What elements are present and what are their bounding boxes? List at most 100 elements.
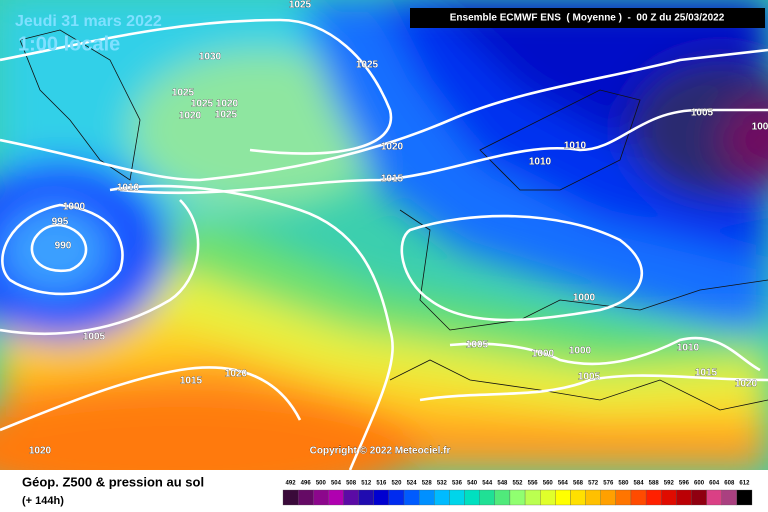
isobar-label: 1025	[289, 0, 312, 11]
scale-swatch	[449, 489, 465, 506]
scale-swatch	[373, 489, 390, 506]
isobar-label: 995	[52, 217, 69, 228]
scale-swatch	[736, 489, 753, 506]
scale-label: 520	[391, 481, 402, 487]
isobar-label: 1020	[381, 142, 404, 153]
isobar-label: 1000	[573, 293, 596, 304]
scale-label: 600	[694, 481, 705, 487]
scale-swatch	[555, 489, 571, 506]
coastlines	[19, 29, 768, 411]
scale-swatch	[585, 489, 601, 506]
isobar-label: 1000	[63, 202, 86, 213]
scale-swatch	[691, 489, 707, 506]
copyright: Copyright © 2022 Meteociel.fr	[310, 446, 451, 457]
footer-title: Géop. Z500 & pression au sol	[22, 474, 204, 489]
scale-swatch	[524, 489, 541, 506]
scale-swatch	[464, 489, 480, 506]
isobar-label: 1010	[117, 183, 140, 194]
scale-swatch	[706, 489, 722, 506]
scale-label: 524	[407, 481, 418, 487]
isobar-label: 990	[55, 241, 72, 252]
isobar-label: 1020	[735, 379, 758, 390]
isobar-label: 1010	[564, 141, 587, 152]
scale-label: 588	[649, 481, 660, 487]
local-time: 1:00 locale	[18, 33, 120, 55]
isobar-label: 100	[752, 122, 768, 133]
scale-label: 548	[497, 481, 508, 487]
isobar-label: 1020	[216, 99, 239, 110]
isobar-label: 1025	[191, 99, 214, 110]
scale-label: 496	[301, 481, 312, 487]
scale-label: 492	[286, 481, 297, 487]
scale-label: 516	[376, 481, 387, 487]
scale-swatch	[570, 489, 586, 506]
scale-label: 504	[331, 481, 342, 487]
scale-label: 556	[528, 481, 539, 487]
scale-label: 608	[724, 481, 735, 487]
scale-swatch	[540, 489, 556, 506]
scale-swatch	[328, 489, 344, 506]
isobar-label: 1005	[83, 332, 106, 343]
isobar-label: 1025	[172, 88, 195, 99]
scale-label: 540	[467, 481, 478, 487]
scale-swatch	[494, 489, 511, 506]
isobar-label: 1015	[381, 174, 404, 185]
scale-swatch	[434, 489, 450, 506]
scale-label: 572	[588, 481, 599, 487]
scale-swatch	[358, 489, 374, 506]
scale-label: 564	[558, 481, 569, 487]
scale-label: 604	[709, 481, 720, 487]
model-info: Ensemble ECMWF ENS ( Moyenne ) - 00 Z du…	[450, 13, 725, 24]
scale-swatch	[661, 489, 677, 506]
scale-swatch	[419, 489, 435, 506]
scale-swatch	[343, 489, 359, 506]
scale-swatch	[645, 489, 662, 506]
scale-swatch	[403, 489, 420, 506]
scale-label: 560	[543, 481, 554, 487]
isobars	[0, 18, 768, 470]
scale-label: 500	[316, 481, 327, 487]
scale-swatch	[388, 489, 405, 506]
scale-label: 580	[618, 481, 629, 487]
isobar-label: 1010	[529, 157, 552, 168]
isobar-label: 1005	[466, 340, 489, 351]
scale-swatch	[630, 489, 647, 506]
isobar-label: 1015	[180, 376, 203, 387]
scale-label: 528	[422, 481, 433, 487]
isobar-label: 1020	[179, 111, 202, 122]
scale-label: 576	[603, 481, 614, 487]
scale-label: 508	[346, 481, 357, 487]
scale-label: 544	[482, 481, 493, 487]
isobar-label: 1025	[356, 60, 379, 71]
isobar-label: 1000	[569, 346, 592, 357]
isobar-label: 1010	[677, 343, 700, 354]
scale-label: 552	[512, 481, 523, 487]
isobar-label: 1020	[29, 446, 52, 457]
scale-swatch	[721, 489, 738, 506]
scale-label: 568	[573, 481, 584, 487]
isobar-label: 1005	[578, 372, 601, 383]
scale-label: 592	[664, 481, 675, 487]
scale-swatch	[600, 489, 616, 506]
scale-swatch	[282, 489, 299, 506]
scale-swatch	[479, 489, 495, 506]
scale-swatch	[297, 489, 314, 506]
isobar-label: 1020	[225, 369, 248, 380]
scale-label: 596	[679, 481, 690, 487]
isobar-label: 1030	[199, 52, 222, 63]
scale-swatch	[676, 489, 692, 506]
isobar-label: 1005	[691, 108, 714, 119]
scale-swatch	[313, 489, 329, 506]
scale-label: 584	[634, 481, 645, 487]
isobar-label: 1015	[695, 368, 718, 379]
isobar-label: 1000	[532, 349, 555, 360]
date: Jeudi 31 mars 2022	[15, 13, 162, 30]
scale-label: 536	[452, 481, 463, 487]
scale-swatch	[615, 489, 632, 506]
scale-label: 512	[361, 481, 372, 487]
scale-label: 612	[739, 481, 750, 487]
model-banner	[410, 8, 765, 28]
